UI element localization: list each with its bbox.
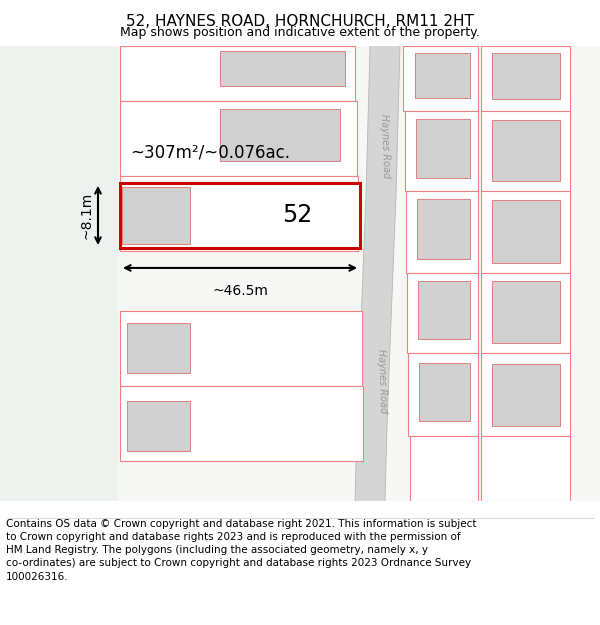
Polygon shape — [120, 183, 360, 248]
Polygon shape — [120, 46, 355, 101]
Text: 52, HAYNES ROAD, HORNCHURCH, RM11 2HT: 52, HAYNES ROAD, HORNCHURCH, RM11 2HT — [126, 14, 474, 29]
Polygon shape — [220, 51, 345, 86]
Polygon shape — [120, 101, 357, 176]
Polygon shape — [418, 281, 470, 339]
Polygon shape — [405, 111, 478, 191]
Polygon shape — [481, 46, 570, 111]
Polygon shape — [492, 200, 560, 263]
Text: ~8.1m: ~8.1m — [80, 192, 94, 239]
Polygon shape — [220, 183, 340, 239]
Polygon shape — [120, 386, 363, 461]
Polygon shape — [406, 191, 478, 273]
Polygon shape — [481, 191, 570, 273]
Polygon shape — [415, 53, 470, 98]
Polygon shape — [355, 46, 400, 501]
Text: Map shows position and indicative extent of the property.: Map shows position and indicative extent… — [120, 26, 480, 39]
Polygon shape — [492, 120, 560, 181]
Polygon shape — [419, 363, 470, 421]
Polygon shape — [492, 53, 560, 99]
Polygon shape — [481, 111, 570, 191]
Text: ~46.5m: ~46.5m — [212, 284, 268, 298]
Bar — [122, 187, 190, 244]
Text: Haynes Road: Haynes Road — [379, 114, 391, 178]
Text: Contains OS data © Crown copyright and database right 2021. This information is : Contains OS data © Crown copyright and d… — [6, 519, 476, 581]
Polygon shape — [120, 311, 362, 386]
Polygon shape — [403, 46, 478, 111]
Polygon shape — [410, 436, 478, 501]
Polygon shape — [416, 119, 470, 178]
Polygon shape — [481, 273, 570, 353]
Polygon shape — [492, 364, 560, 426]
Polygon shape — [127, 323, 190, 373]
Bar — [0, 46, 118, 501]
Polygon shape — [220, 109, 340, 161]
Text: Haynes Road: Haynes Road — [376, 349, 388, 413]
Polygon shape — [408, 353, 478, 436]
Polygon shape — [120, 176, 358, 251]
Polygon shape — [492, 281, 560, 343]
Polygon shape — [127, 401, 190, 451]
Polygon shape — [481, 353, 570, 436]
Polygon shape — [481, 436, 570, 501]
Text: 52: 52 — [283, 204, 313, 228]
Polygon shape — [407, 273, 478, 353]
Polygon shape — [417, 199, 470, 259]
Text: ~307m²/~0.076ac.: ~307m²/~0.076ac. — [130, 144, 290, 162]
